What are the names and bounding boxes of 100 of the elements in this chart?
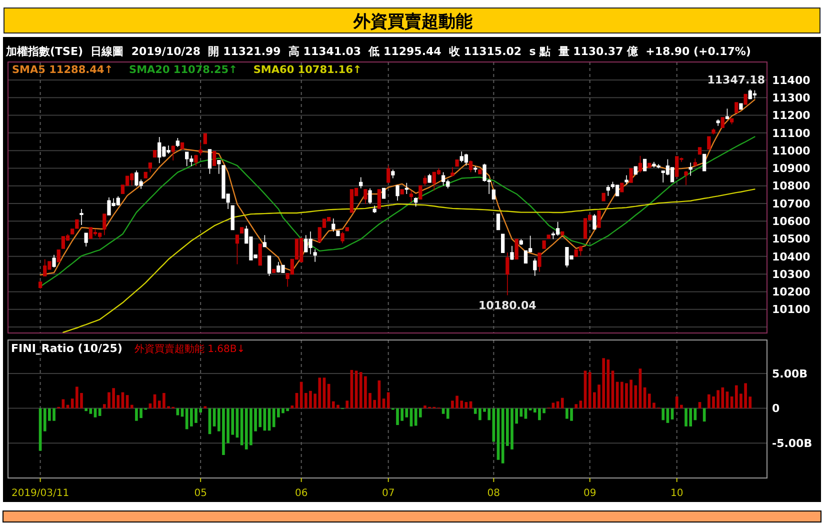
x-tick-label: 05 (194, 488, 207, 499)
candlestick (194, 154, 198, 166)
candlestick (203, 133, 207, 144)
candlestick (340, 231, 344, 244)
candlestick (93, 228, 98, 236)
candlestick (61, 236, 66, 249)
line-series (40, 99, 756, 276)
candlestick (171, 145, 175, 161)
candlestick (478, 169, 482, 174)
candlestick (144, 172, 148, 178)
candlestick (235, 234, 240, 265)
bar (464, 402, 468, 408)
x-tick-label: 08 (487, 488, 500, 499)
candlestick (606, 184, 610, 196)
candlestick (336, 230, 340, 236)
chart-title: 外資買賣超動能 (352, 12, 472, 32)
candlestick (441, 172, 446, 186)
bar (126, 395, 129, 408)
line-series (40, 136, 756, 288)
candlestick (707, 136, 711, 150)
candlestick (84, 232, 88, 247)
bar (702, 408, 706, 422)
y-tick-label: 10600 (772, 214, 811, 228)
candlestick (542, 240, 546, 249)
bar (62, 399, 65, 408)
candlestick (455, 160, 459, 167)
bar (662, 408, 665, 420)
x-tick-label: 2019/03/11 (11, 488, 70, 499)
bar (418, 408, 422, 418)
candlestick (688, 162, 692, 176)
y-tick-label: 11400 (772, 74, 811, 87)
y-tick-label: 10300 (772, 268, 811, 281)
y-tick-label: 10500 (772, 232, 811, 246)
bar (579, 400, 582, 408)
candlestick (382, 188, 386, 199)
candlestick (450, 166, 454, 177)
bar (386, 392, 390, 408)
candlestick (148, 162, 152, 173)
bar (84, 408, 88, 412)
candlestick (240, 227, 244, 234)
candlestick (693, 158, 697, 166)
text: SMA20 11078.25↑ (129, 64, 238, 76)
candlestick (262, 234, 267, 248)
candlestick (396, 184, 400, 202)
bar (698, 402, 702, 408)
bar (290, 406, 294, 408)
candlestick (648, 162, 652, 168)
candlestick (597, 210, 601, 228)
candlestick (364, 188, 368, 204)
candlestick (533, 258, 537, 276)
candlestick (359, 176, 363, 189)
y-tick-label: 5.00B (772, 367, 808, 380)
annotation: 11347.18 (707, 73, 765, 86)
candlestick (474, 166, 478, 173)
candlestick (332, 218, 336, 232)
text: SMA60 10781.16↑ (253, 64, 362, 76)
candlestick (176, 138, 180, 148)
candlestick (739, 103, 743, 110)
candlestick (510, 245, 514, 260)
y-tick-label: 10400 (772, 250, 811, 264)
candlestick (152, 150, 157, 158)
text: SMA5 11288.44↑ (12, 64, 114, 76)
bar (560, 398, 564, 408)
y-tick-label: 11200 (772, 109, 811, 122)
y-tick-label: 10700 (772, 197, 811, 210)
candlestick (730, 118, 734, 125)
candlestick (468, 160, 473, 173)
y-tick-label: 11300 (772, 91, 811, 104)
x-tick-label: 06 (294, 488, 308, 499)
candlestick (602, 192, 606, 202)
bar (552, 402, 555, 408)
y-tick-label: -5.00B (772, 437, 812, 450)
bar (148, 403, 152, 408)
annotation: 10180.04 (478, 299, 537, 312)
y-tick-label: 10900 (772, 162, 811, 176)
candlestick (368, 188, 372, 204)
x-tick-label: 09 (583, 488, 596, 499)
chart-subtitle: 加權指數(TSE) 日線圖 2019/10/28 開 11321.99 高 11341.03 低 11295.44 收 11315.02 s 點 量 1130.37 億 +18.90 (+0.17%) (5, 45, 751, 58)
candlestick (400, 189, 404, 194)
x-tick-label: 07 (382, 488, 395, 499)
candlestick (744, 94, 748, 105)
candlestick (720, 117, 724, 128)
candlestick (102, 214, 106, 236)
candlestick (725, 108, 730, 120)
candlestick (313, 248, 317, 262)
candlestick (734, 102, 738, 114)
candlestick (185, 152, 189, 166)
candlestick (752, 90, 757, 99)
candlestick (56, 250, 60, 262)
y-tick-label: 10800 (772, 180, 811, 193)
chart-title: FINI_Ratio (10/25) (11, 342, 122, 355)
candlestick (404, 182, 408, 194)
candlestick (423, 175, 427, 186)
bar (382, 398, 386, 408)
candlestick (428, 173, 432, 184)
candlestick (80, 208, 84, 226)
candlestick (634, 166, 638, 175)
candlestick (538, 252, 542, 272)
candlestick (519, 238, 523, 246)
candlestick (409, 190, 414, 203)
